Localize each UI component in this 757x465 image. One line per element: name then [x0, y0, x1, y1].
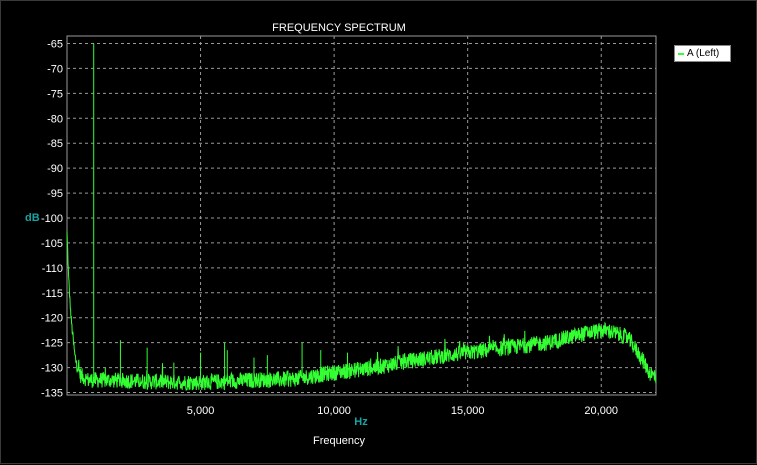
series-line-a-left	[66, 231, 657, 392]
y-axis-unit: dB	[25, 212, 40, 224]
y-tick-label: -90	[47, 163, 63, 175]
x-axis-label: Frequency	[313, 435, 365, 447]
y-tick-label: -100	[41, 213, 63, 225]
x-axis-ticks: 5,000 10,000 15,000 20,000	[187, 405, 618, 417]
plot-area	[66, 35, 657, 396]
x-tick-label: 5,000	[187, 405, 215, 417]
x-tick-label: 10,000	[317, 405, 351, 417]
y-axis-ticks: -65 -70 -75 -80 -85 -90 -95 -100 -105 -110 -115 -12…	[41, 38, 63, 399]
x-tick-label: 15,000	[451, 405, 485, 417]
y-tick-label: -130	[41, 363, 63, 375]
y-tick-label: -135	[41, 388, 63, 400]
series-layer	[66, 43, 657, 392]
y-tick-label: -95	[47, 188, 63, 200]
chart-title: FREQUENCY SPECTRUM	[272, 22, 406, 34]
legend: A (Left)	[674, 45, 731, 62]
x-axis-unit: Hz	[354, 416, 368, 428]
y-tick-label: -110	[42, 263, 63, 275]
y-tick-label: -80	[47, 113, 63, 125]
y-tick-label: -120	[41, 313, 63, 325]
legend-swatch	[678, 52, 684, 55]
y-tick-label: -105	[41, 238, 63, 250]
y-tick-label: -70	[47, 63, 63, 75]
grid	[67, 36, 656, 395]
y-tick-label: -125	[41, 338, 63, 350]
y-tick-label: -115	[42, 288, 63, 300]
y-tick-label: -85	[47, 138, 63, 150]
y-tick-label: -65	[47, 38, 63, 50]
legend-label-a-left: A (Left)	[687, 48, 720, 59]
x-tick-label: 20,000	[584, 405, 618, 417]
y-tick-label: -75	[47, 88, 63, 100]
